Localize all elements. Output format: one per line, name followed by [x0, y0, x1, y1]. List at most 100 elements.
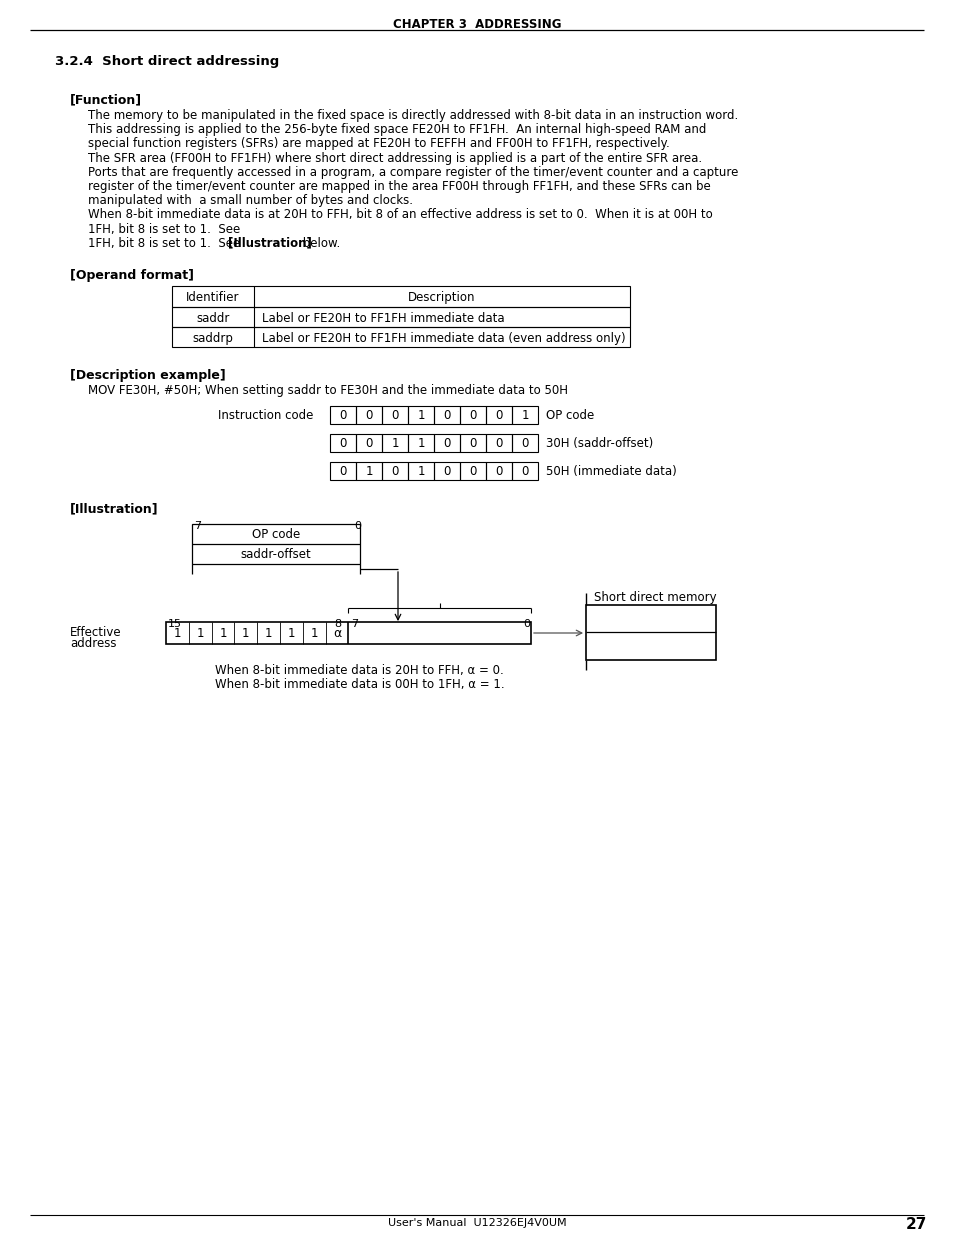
Text: 0: 0: [520, 466, 528, 478]
Text: When 8-bit immediate data is 20H to FFH, α = 0.: When 8-bit immediate data is 20H to FFH,…: [214, 664, 503, 677]
Text: address: address: [70, 637, 116, 650]
Bar: [330, 462, 355, 480]
Text: 0: 0: [339, 466, 346, 478]
Text: α: α: [333, 627, 341, 640]
Text: This addressing is applied to the 256-byte fixed space FE20H to FF1FH.  An inter: This addressing is applied to the 256-by…: [88, 124, 705, 136]
Text: 1: 1: [365, 466, 373, 478]
Text: 0: 0: [495, 437, 502, 450]
Bar: [172, 287, 629, 308]
Text: User's Manual  U12326EJ4V0UM: User's Manual U12326EJ4V0UM: [387, 1218, 566, 1228]
Text: 0: 0: [339, 409, 346, 422]
Text: Effective: Effective: [70, 626, 121, 638]
Bar: [485, 433, 512, 452]
Text: 1: 1: [520, 409, 528, 422]
Text: 0: 0: [469, 409, 476, 422]
Text: OP code: OP code: [545, 409, 594, 422]
Bar: [355, 462, 381, 480]
Text: 8: 8: [335, 619, 341, 629]
Text: 0: 0: [365, 409, 373, 422]
Text: 7: 7: [351, 619, 358, 629]
Bar: [166, 622, 531, 643]
Bar: [408, 433, 434, 452]
Text: manipulated with  a small number of bytes and clocks.: manipulated with a small number of bytes…: [88, 194, 413, 207]
Text: MOV FE30H, #50H; When setting saddr to FE30H and the immediate data to 50H: MOV FE30H, #50H; When setting saddr to F…: [88, 384, 567, 396]
Text: 0: 0: [469, 437, 476, 450]
Text: Short direct memory: Short direct memory: [594, 592, 716, 604]
Bar: [459, 462, 485, 480]
Bar: [485, 462, 512, 480]
Bar: [459, 406, 485, 424]
Text: 1: 1: [242, 627, 250, 640]
Text: 0: 0: [339, 437, 346, 450]
Text: 15: 15: [168, 619, 182, 629]
Bar: [172, 327, 629, 347]
Text: 0: 0: [469, 466, 476, 478]
Bar: [585, 605, 716, 659]
Text: When 8-bit immediate data is at 20H to FFH, bit 8 of an effective address is set: When 8-bit immediate data is at 20H to F…: [88, 209, 712, 221]
Text: Identifier: Identifier: [186, 291, 239, 304]
Bar: [434, 406, 459, 424]
Text: [Description example]: [Description example]: [70, 369, 226, 382]
Bar: [485, 406, 512, 424]
Text: 0: 0: [522, 619, 530, 629]
Text: 0: 0: [443, 437, 450, 450]
Text: 50H (immediate data): 50H (immediate data): [545, 466, 676, 478]
Text: 3.2.4  Short direct addressing: 3.2.4 Short direct addressing: [55, 56, 279, 68]
Text: below.: below.: [298, 237, 339, 249]
Text: [Illustration]: [Illustration]: [70, 501, 158, 515]
Text: 7: 7: [193, 521, 201, 531]
Bar: [355, 406, 381, 424]
Bar: [408, 462, 434, 480]
Bar: [330, 433, 355, 452]
Text: 0: 0: [391, 409, 398, 422]
Text: 0: 0: [365, 437, 373, 450]
Bar: [192, 524, 359, 564]
Text: When 8-bit immediate data is 00H to 1FH, α = 1.: When 8-bit immediate data is 00H to 1FH,…: [214, 678, 504, 692]
Text: OP code: OP code: [252, 529, 300, 541]
Bar: [381, 433, 408, 452]
Text: 0: 0: [495, 409, 502, 422]
Text: 27: 27: [905, 1216, 926, 1233]
Text: 1FH, bit 8 is set to 1.  See: 1FH, bit 8 is set to 1. See: [88, 222, 244, 236]
Text: saddrp: saddrp: [193, 332, 233, 345]
Text: 0: 0: [354, 521, 360, 531]
Text: 0: 0: [443, 466, 450, 478]
Bar: [355, 433, 381, 452]
Bar: [330, 406, 355, 424]
Text: Ports that are frequently accessed in a program, a compare register of the timer: Ports that are frequently accessed in a …: [88, 165, 738, 179]
Bar: [408, 406, 434, 424]
Text: Description: Description: [408, 291, 476, 304]
Bar: [459, 433, 485, 452]
Text: 1: 1: [416, 409, 424, 422]
Text: The SFR area (FF00H to FF1FH) where short direct addressing is applied is a part: The SFR area (FF00H to FF1FH) where shor…: [88, 152, 701, 164]
Text: saddr-offset: saddr-offset: [240, 548, 311, 561]
Text: saddr: saddr: [196, 312, 230, 325]
Text: 1: 1: [311, 627, 317, 640]
Text: Label or FE20H to FF1FH immediate data (even address only): Label or FE20H to FF1FH immediate data (…: [262, 332, 625, 345]
Bar: [512, 433, 537, 452]
Text: 1FH, bit 8 is set to 1.  See: 1FH, bit 8 is set to 1. See: [88, 237, 244, 249]
Text: 1: 1: [391, 437, 398, 450]
Text: 1: 1: [288, 627, 294, 640]
Text: CHAPTER 3  ADDRESSING: CHAPTER 3 ADDRESSING: [393, 19, 560, 31]
Bar: [434, 433, 459, 452]
Text: 1: 1: [416, 437, 424, 450]
Bar: [512, 406, 537, 424]
Text: 1: 1: [219, 627, 227, 640]
Text: 0: 0: [443, 409, 450, 422]
Text: 30H (saddr-offset): 30H (saddr-offset): [545, 437, 653, 450]
Text: [Operand format]: [Operand format]: [70, 269, 193, 282]
Text: The memory to be manipulated in the fixed space is directly addressed with 8-bit: The memory to be manipulated in the fixe…: [88, 109, 738, 122]
Text: [Illustration]: [Illustration]: [228, 237, 312, 249]
Bar: [381, 406, 408, 424]
Text: 0: 0: [520, 437, 528, 450]
Bar: [434, 462, 459, 480]
Text: 1: 1: [416, 466, 424, 478]
Text: 0: 0: [495, 466, 502, 478]
Text: Label or FE20H to FF1FH immediate data: Label or FE20H to FF1FH immediate data: [262, 312, 504, 325]
Bar: [381, 462, 408, 480]
Text: 1: 1: [265, 627, 273, 640]
Text: special function registers (SFRs) are mapped at FE20H to FEFFH and FF00H to FF1F: special function registers (SFRs) are ma…: [88, 137, 669, 151]
Text: register of the timer/event counter are mapped in the area FF00H through FF1FH, : register of the timer/event counter are …: [88, 180, 710, 193]
Text: [Function]: [Function]: [70, 93, 142, 106]
